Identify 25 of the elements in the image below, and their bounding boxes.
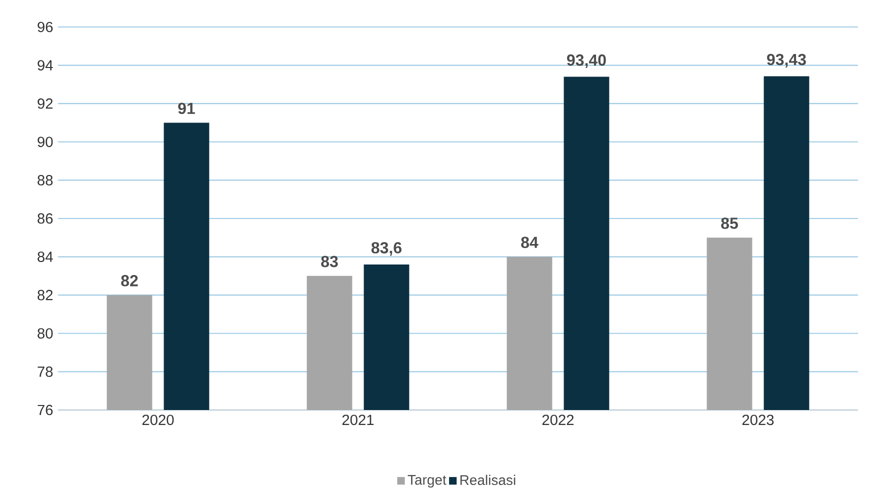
y-tick-label: 76 xyxy=(38,404,53,416)
legend-label: Target xyxy=(408,475,446,488)
y-tick-label: 96 xyxy=(38,22,53,32)
data-label: 84 xyxy=(521,236,538,248)
y-tick-label: 78 xyxy=(38,366,53,377)
y-tick-label: 88 xyxy=(38,175,53,186)
y-tick-label: 86 xyxy=(38,213,53,224)
y-tick-label: 90 xyxy=(38,136,53,148)
data-label: 93,43 xyxy=(767,54,806,68)
y-tick-label: 82 xyxy=(38,290,53,300)
data-label: 83 xyxy=(321,256,338,268)
data-label: 83,6 xyxy=(371,242,402,256)
y-tick-label: 92 xyxy=(38,98,53,109)
data-label: 82 xyxy=(121,275,138,286)
y-tick-label: 80 xyxy=(38,328,53,339)
y-tick-label: 84 xyxy=(38,252,53,262)
x-tick-label: 2020 xyxy=(142,414,174,426)
x-tick-label: 2021 xyxy=(342,414,374,426)
x-tick-label: 2022 xyxy=(542,414,574,426)
data-label: 91 xyxy=(178,102,195,114)
y-tick-label: 94 xyxy=(38,60,53,70)
data-label: 93,40 xyxy=(567,54,606,68)
x-tick-label: 2023 xyxy=(742,414,774,426)
legend-label: Realisasi xyxy=(460,474,516,486)
data-label: 85 xyxy=(721,218,738,229)
